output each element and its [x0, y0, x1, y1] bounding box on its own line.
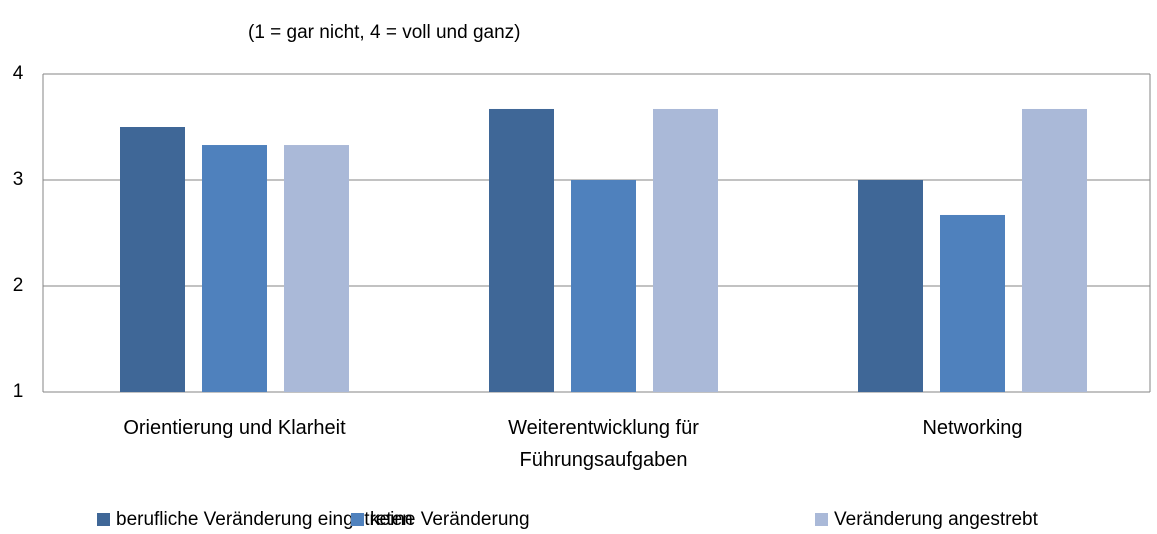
- x-tick-label: Weiterentwicklung für Führungsaufgaben: [508, 417, 699, 471]
- bar: [1022, 108, 1087, 392]
- bar: [202, 145, 267, 392]
- bar: [653, 108, 718, 392]
- y-tick-label: 1: [13, 381, 24, 402]
- legend-label: berufliche Veränderung eingetreten: [116, 509, 413, 530]
- bar: [571, 180, 636, 392]
- x-tick-label: Networking: [922, 417, 1023, 439]
- bar: [940, 214, 1005, 392]
- legend-swatch: [351, 513, 364, 526]
- legend-swatch: [97, 513, 110, 526]
- legend-label: keine Veränderung: [370, 509, 530, 530]
- y-tick-label: 2: [13, 275, 24, 296]
- bar: [120, 127, 185, 392]
- y-tick-label: 3: [13, 169, 24, 190]
- bar: [858, 180, 923, 392]
- y-tick-label: 4: [13, 63, 24, 84]
- legend-swatch: [815, 513, 828, 526]
- legend-label: Veränderung angestrebt: [834, 509, 1039, 530]
- chart-subtitle: (1 = gar nicht, 4 = voll und ganz): [248, 22, 521, 43]
- x-tick-label: Orientierung und Klarheit: [123, 417, 346, 439]
- bar: [284, 145, 349, 392]
- bar: [489, 108, 554, 392]
